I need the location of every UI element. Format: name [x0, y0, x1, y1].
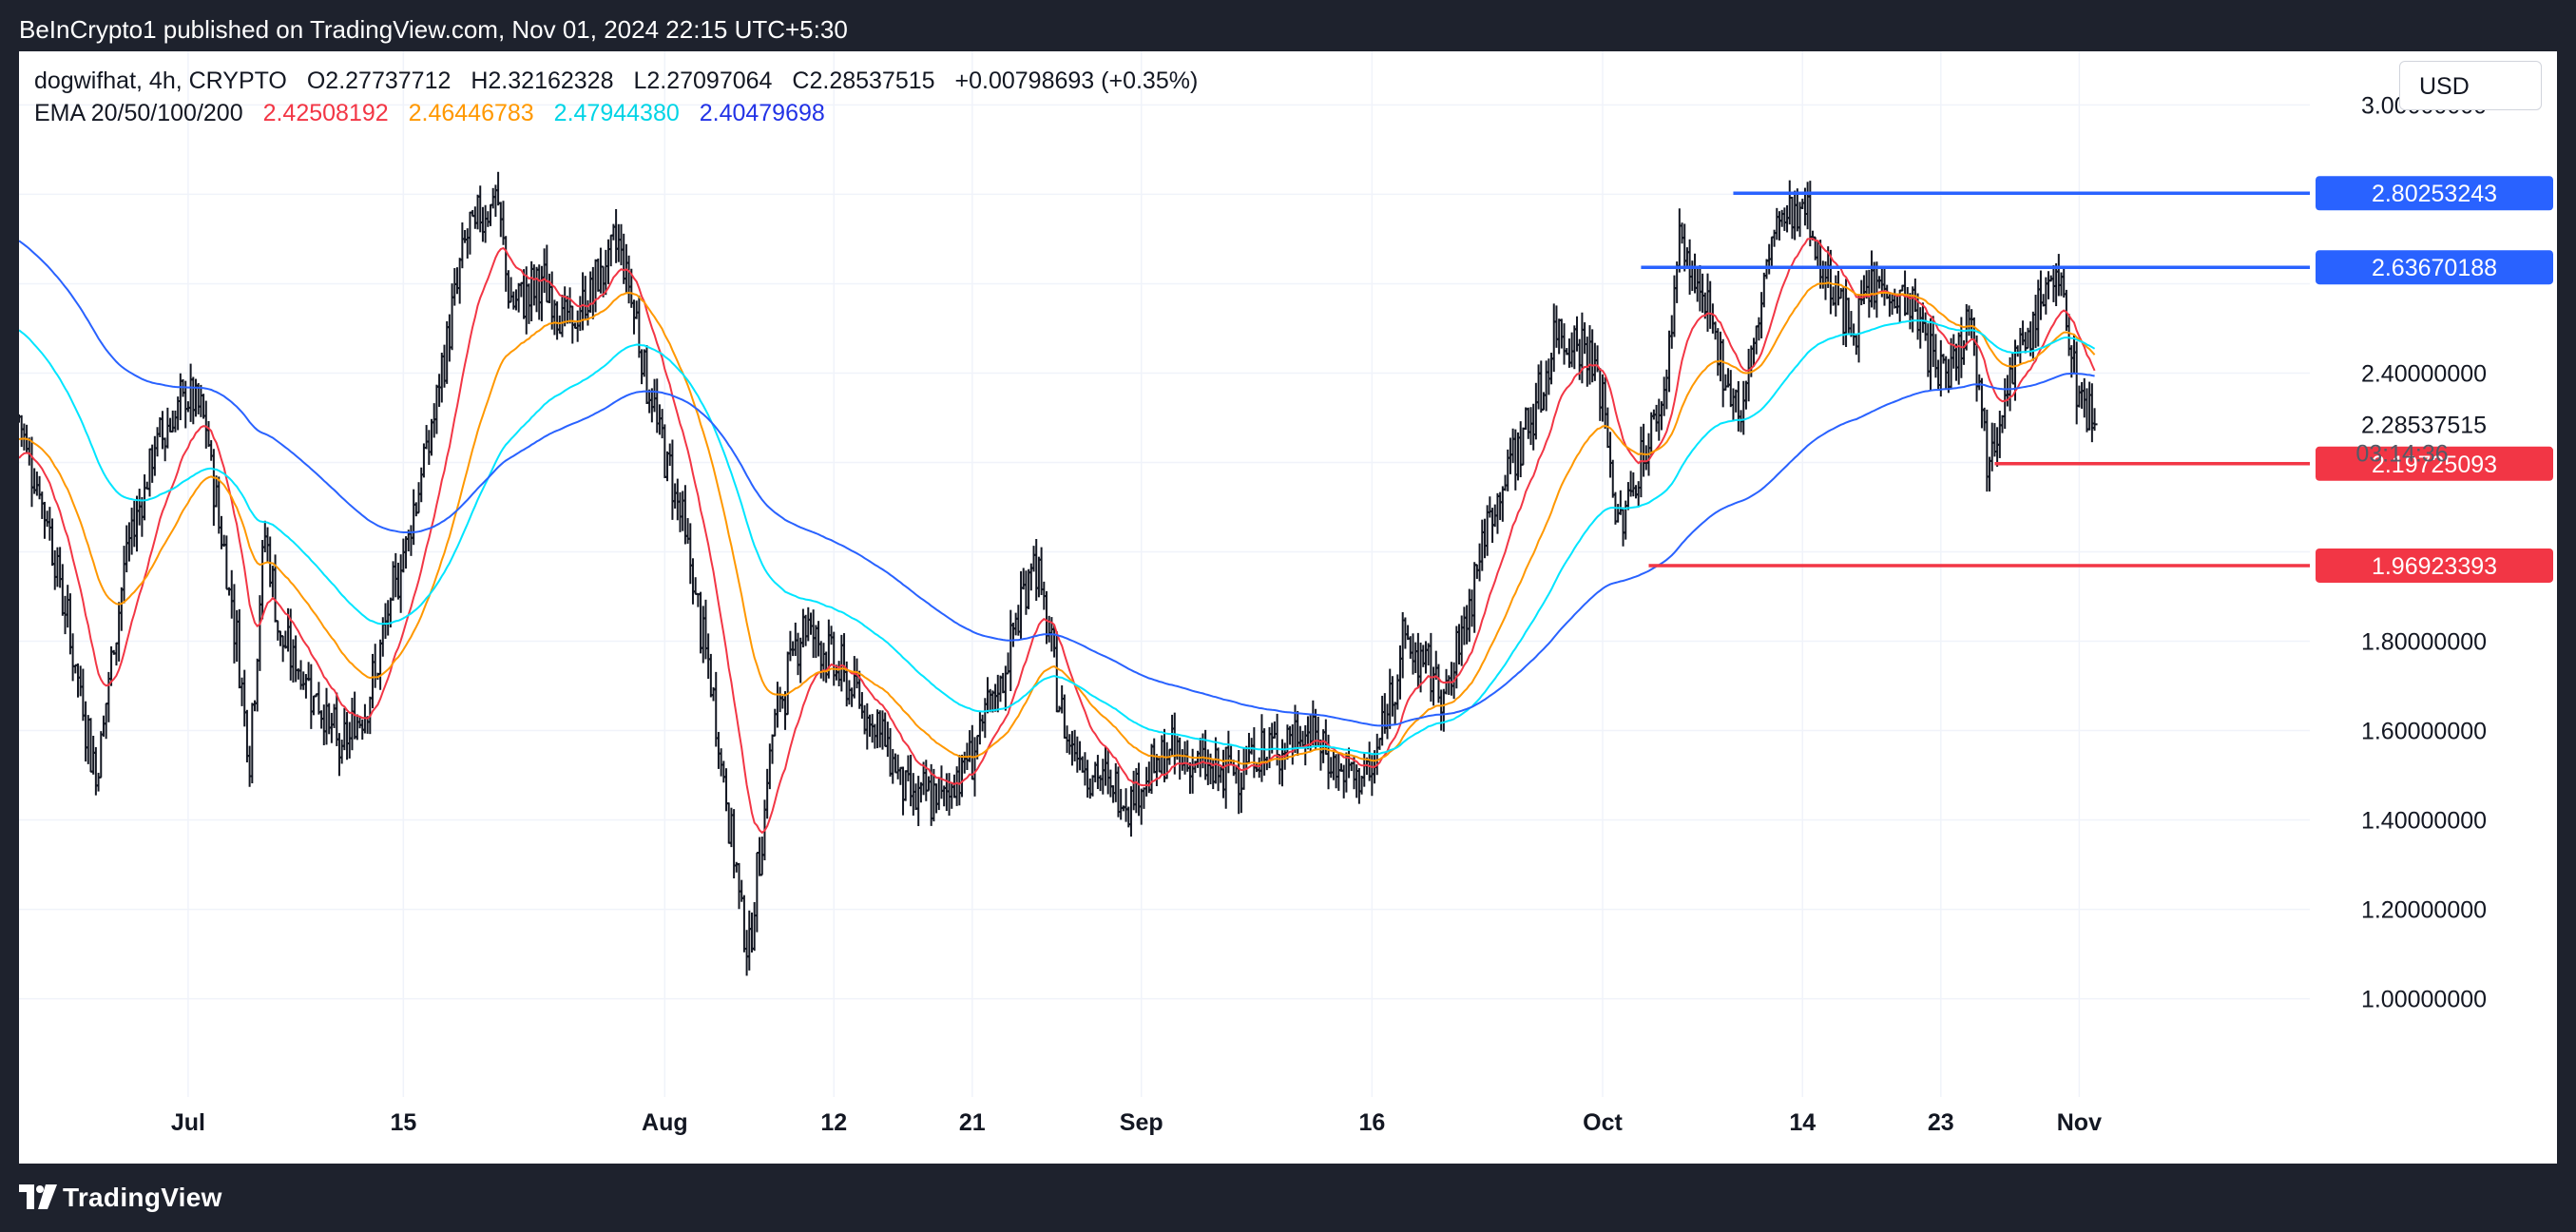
low-value: 2.27097064	[646, 67, 773, 94]
level-price-label: 1.96923393	[2372, 553, 2497, 580]
close-value: 2.28537515	[809, 67, 935, 94]
last-price-label: 2.28537515	[2361, 412, 2487, 438]
tradingview-logo-icon	[19, 1184, 57, 1209]
symbol-label[interactable]: dogwifhat, 4h, CRYPTO	[34, 67, 287, 94]
x-tick-label: 16	[1358, 1109, 1385, 1136]
level-price-tag	[2316, 250, 2553, 285]
x-tick-label: Sep	[1120, 1109, 1163, 1136]
ema200-value: 2.40479698	[699, 100, 825, 126]
grid	[19, 51, 2310, 1097]
ema-line-20	[19, 238, 2096, 835]
high-value: 2.32162328	[488, 67, 614, 94]
chart-panel[interactable]: 2.80253243 2.63670188 2.19725093 1.96923393…	[19, 51, 2557, 1164]
level-price-label: 2.19725093	[2372, 452, 2497, 478]
y-tick-label: 1.80000000	[2361, 629, 2487, 656]
open-label: O	[306, 67, 326, 94]
x-tick-label: Oct	[1583, 1109, 1623, 1136]
y-tick-label: 1.20000000	[2361, 897, 2487, 924]
horizontal-levels	[1641, 191, 2310, 568]
ema20-value: 2.42508192	[262, 100, 389, 126]
ema50-value: 2.46446783	[408, 100, 534, 126]
x-tick-label: Nov	[2057, 1109, 2102, 1136]
x-tick-label: 23	[1928, 1109, 1954, 1136]
ema-row: EMA 20/50/100/200 2.42508192 2.46446783 …	[34, 97, 1211, 129]
y-tick-label: 1.40000000	[2361, 808, 2487, 835]
legend: dogwifhat, 4h, CRYPTO O2.27737712 H2.321…	[34, 65, 1211, 129]
ema100-value: 2.47944380	[553, 100, 680, 126]
y-tick-label: 2.40000000	[2361, 360, 2487, 387]
footer: TradingView	[0, 1164, 2576, 1232]
candlestick-series	[19, 171, 2098, 976]
publisher-bar: BeInCrypto1 published on TradingView.com…	[0, 0, 2576, 51]
y-tick-label: 1.00000000	[2361, 987, 2487, 1013]
level-price-label: 2.80253243	[2372, 181, 2497, 207]
x-tick-label: 12	[820, 1109, 847, 1136]
low-label: L	[633, 67, 647, 94]
ema-line-50	[19, 281, 2096, 765]
ema-line-100	[19, 319, 2096, 756]
currency-button[interactable]: USD	[2399, 61, 2542, 110]
high-label: H	[471, 67, 489, 94]
level-price-tag	[2316, 446, 2553, 481]
open-value: 2.27737712	[325, 67, 452, 94]
ohlc-row: dogwifhat, 4h, CRYPTO O2.27737712 H2.321…	[34, 65, 1211, 97]
level-price-label: 2.63670188	[2372, 255, 2497, 281]
publisher-text: BeInCrypto1 published on TradingView.com…	[19, 15, 848, 44]
ema-line-200	[19, 240, 2095, 727]
x-tick-label: Aug	[642, 1109, 688, 1136]
change-value: +0.00798693 (+0.35%)	[954, 67, 1199, 94]
ema-lines	[19, 238, 2096, 835]
ema-label[interactable]: EMA 20/50/100/200	[34, 100, 243, 126]
x-tick-label: 15	[390, 1109, 416, 1136]
level-price-tag	[2316, 176, 2553, 211]
close-label: C	[792, 67, 810, 94]
price-chart[interactable]: 2.80253243 2.63670188 2.19725093 1.96923393…	[19, 51, 2557, 1164]
bar-countdown: 03:14:36	[2355, 440, 2448, 467]
brand-name[interactable]: TradingView	[63, 1183, 222, 1212]
time-axis: Jul 15 Aug 12 21 Sep 16 Oct 14 23 Nov	[171, 1109, 2102, 1136]
level-price-tag	[2316, 548, 2553, 583]
y-tick-label: 1.60000000	[2361, 719, 2487, 745]
x-tick-label: 21	[959, 1109, 986, 1136]
price-axis: 2.80253243 2.63670188 2.19725093 1.96923393…	[2316, 92, 2553, 1013]
x-tick-label: 14	[1789, 1109, 1816, 1136]
x-tick-label: Jul	[171, 1109, 205, 1136]
